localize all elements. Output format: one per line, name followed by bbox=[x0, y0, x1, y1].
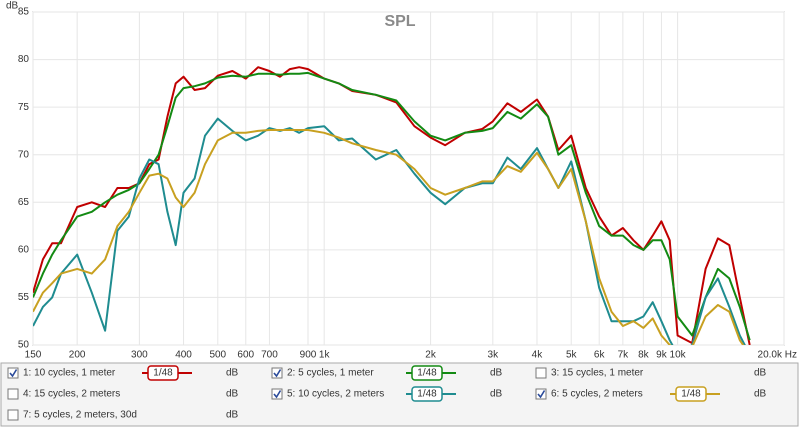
x-tick-label: 2k bbox=[425, 350, 437, 361]
legend-unit: dB bbox=[226, 368, 239, 379]
checkbox[interactable] bbox=[535, 367, 547, 379]
y-tick-label: 60 bbox=[18, 244, 30, 255]
smoothing-box[interactable] bbox=[147, 365, 179, 381]
x-tick-label: 200 bbox=[69, 350, 86, 361]
plot-area bbox=[33, 66, 751, 345]
smoothing-label: 1/48 bbox=[417, 368, 437, 379]
checkbox[interactable] bbox=[7, 409, 19, 421]
legend-unit: dB bbox=[490, 368, 503, 379]
x-tick-label: 900 bbox=[300, 350, 317, 361]
x-tick-label: 8k bbox=[638, 350, 650, 361]
chart-title: SPL bbox=[384, 13, 415, 30]
x-tick-label: 700 bbox=[261, 350, 278, 361]
legend-label: 6: 5 cycles, 2 meters bbox=[551, 389, 643, 400]
y-tick-label: 65 bbox=[18, 197, 30, 208]
x-tick-label: 500 bbox=[209, 350, 226, 361]
x-tick-label: 6k bbox=[594, 350, 606, 361]
checkbox[interactable] bbox=[271, 367, 283, 379]
checkmark bbox=[537, 390, 546, 399]
y-tick-label: 55 bbox=[18, 292, 30, 303]
legend-panel bbox=[0, 362, 799, 427]
legend-label: 3: 15 cycles, 1 meter bbox=[551, 368, 644, 379]
checkmark bbox=[273, 369, 282, 378]
y-tick-label: 80 bbox=[18, 54, 30, 65]
legend-unit: dB bbox=[226, 410, 239, 421]
x-tick-label: 7k bbox=[618, 350, 630, 361]
legend-unit: dB bbox=[226, 389, 239, 400]
legend-label: 4: 15 cycles, 2 meters bbox=[23, 389, 120, 400]
legend-item: 4: 15 cycles, 2 meters dB bbox=[7, 388, 239, 400]
legend-unit: dB bbox=[754, 389, 767, 400]
checkbox[interactable] bbox=[271, 388, 283, 400]
smoothing-box[interactable] bbox=[675, 386, 707, 402]
x-tick-label: 1k bbox=[319, 350, 331, 361]
smoothing-label: 1/48 bbox=[153, 368, 173, 379]
x-tick-label: 4k bbox=[532, 350, 544, 361]
checkbox[interactable] bbox=[535, 388, 547, 400]
legend-item: 3: 15 cycles, 1 meter dB bbox=[535, 367, 767, 379]
legend-item: 6: 5 cycles, 2 meters 1/48 dB bbox=[535, 386, 767, 402]
legend-label: 7: 5 cycles, 2 meters, 30d bbox=[23, 410, 137, 421]
legend-unit: dB bbox=[754, 368, 767, 379]
smoothing-label: 1/48 bbox=[681, 389, 701, 400]
x-tick-label: 9k bbox=[656, 350, 668, 361]
smoothing-label: 1/48 bbox=[417, 389, 437, 400]
y-tick-label: 85 bbox=[18, 7, 30, 18]
x-tick-label: 150 bbox=[25, 350, 42, 361]
legend-label: 1: 10 cycles, 1 meter bbox=[23, 368, 116, 379]
checkbox[interactable] bbox=[7, 367, 19, 379]
legend-label: 2: 5 cycles, 1 meter bbox=[287, 368, 374, 379]
chart-background bbox=[0, 0, 800, 360]
series-line bbox=[33, 129, 745, 345]
x-tick-label: 600 bbox=[237, 350, 254, 361]
checkmark bbox=[273, 390, 282, 399]
legend-unit: dB bbox=[490, 389, 503, 400]
smoothing-box[interactable] bbox=[411, 386, 443, 402]
checkmark bbox=[9, 369, 18, 378]
legend-item: 2: 5 cycles, 1 meter 1/48 dB bbox=[271, 365, 503, 381]
legend-label: 5: 10 cycles, 2 meters bbox=[287, 389, 384, 400]
x-tick-label: 10k bbox=[670, 350, 687, 361]
x-tick-label: 5k bbox=[566, 350, 578, 361]
legend-item: 7: 5 cycles, 2 meters, 30d dB bbox=[7, 409, 239, 421]
x-tick-label: 300 bbox=[131, 350, 148, 361]
legend-item: 1: 10 cycles, 1 meter 1/48 dB bbox=[7, 365, 239, 381]
y-axis-label: dB bbox=[6, 1, 19, 12]
series-line bbox=[33, 117, 746, 345]
legend-item: 5: 10 cycles, 2 meters 1/48 dB bbox=[271, 386, 503, 402]
smoothing-box[interactable] bbox=[411, 365, 443, 381]
series-line bbox=[33, 71, 751, 341]
y-tick-label: 70 bbox=[18, 149, 30, 160]
x-tick-label: 3k bbox=[488, 350, 500, 361]
y-tick-label: 50 bbox=[18, 340, 30, 351]
checkbox[interactable] bbox=[7, 388, 19, 400]
x-tick-label: 20.0k Hz bbox=[758, 350, 797, 361]
y-tick-label: 75 bbox=[18, 102, 30, 113]
x-tick-label: 400 bbox=[175, 350, 192, 361]
